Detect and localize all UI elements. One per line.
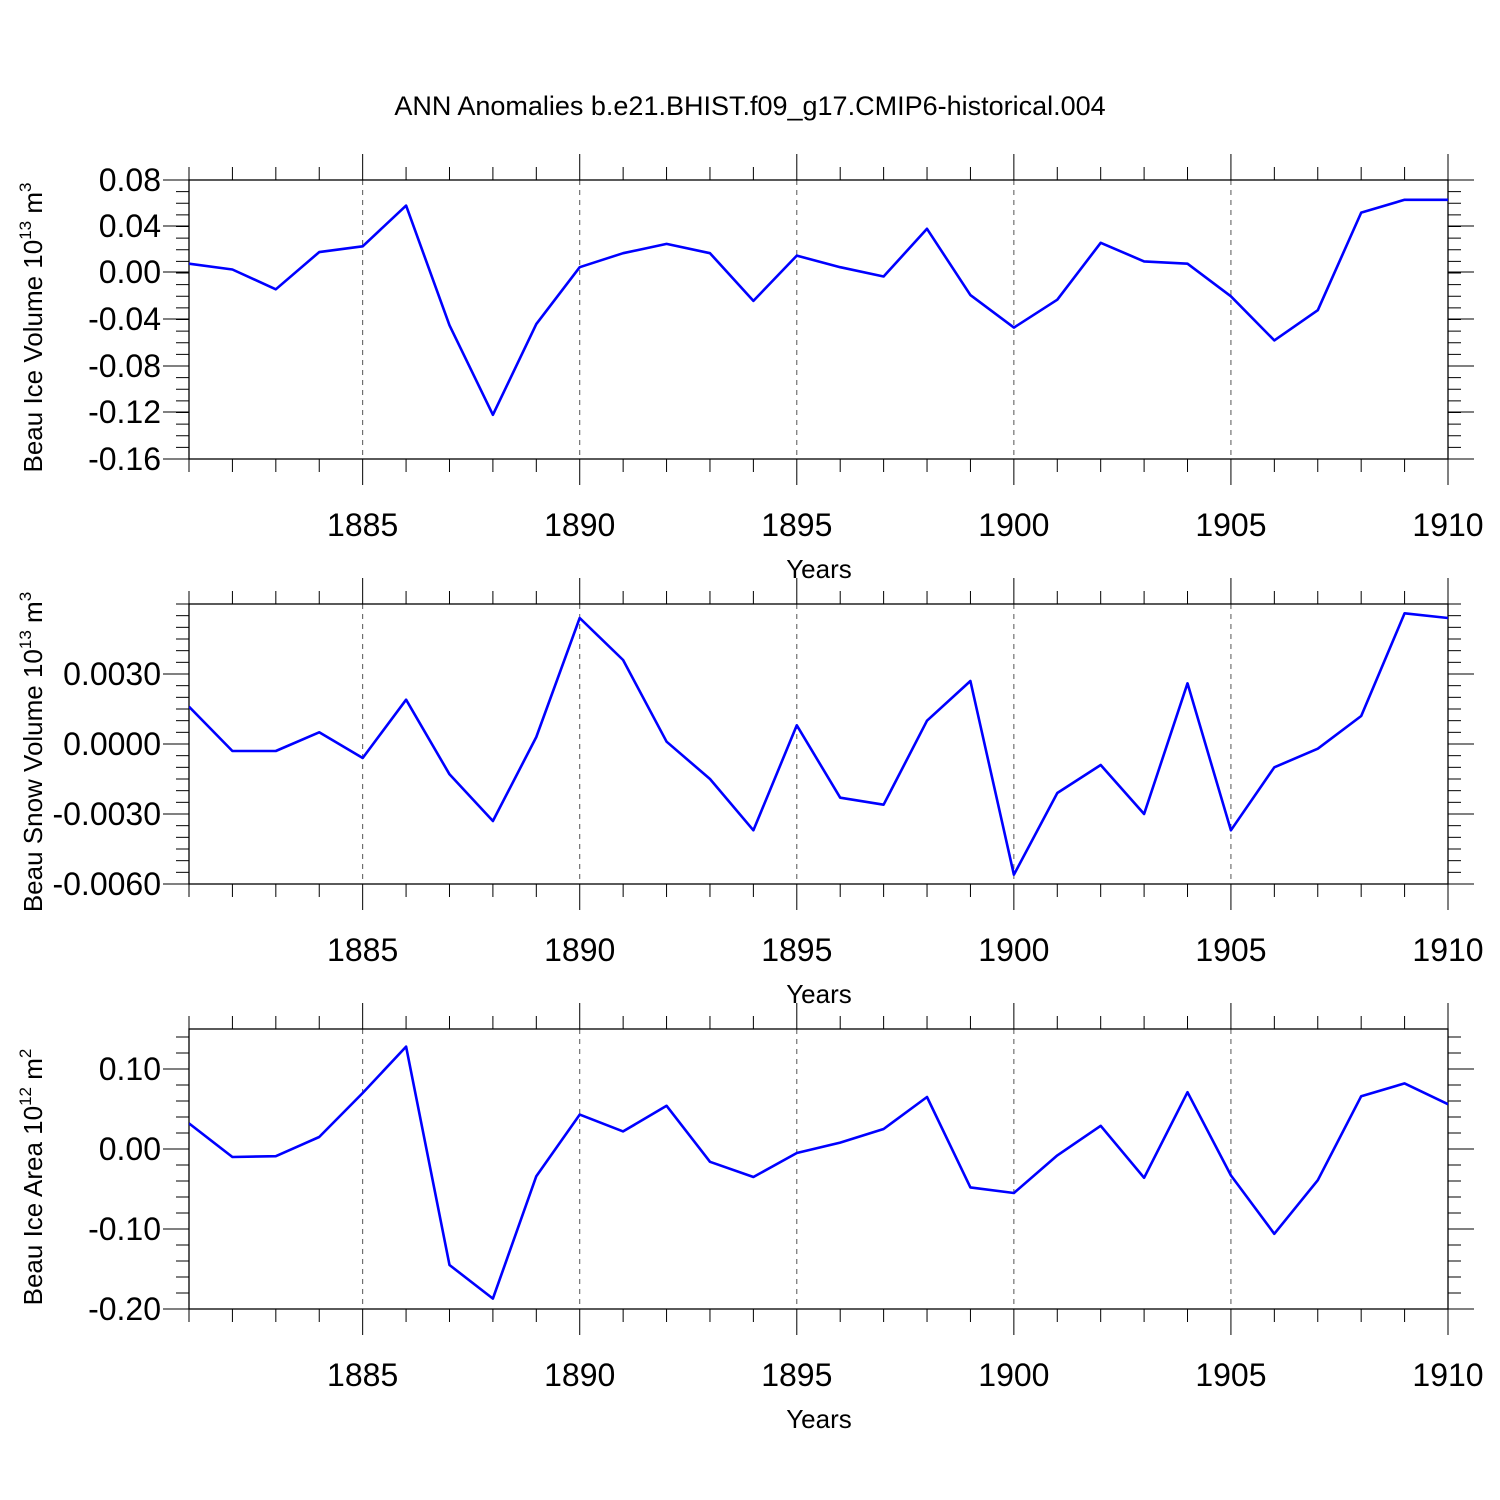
x-tick-label: 1895: [761, 1357, 832, 1393]
y-tick-label: -0.08: [88, 348, 161, 384]
x-tick-label: 1890: [544, 507, 615, 543]
y-axis-title-part: Beau Ice Area: [18, 1135, 48, 1306]
x-tick-label: 1885: [327, 1357, 398, 1393]
series-line: [189, 611, 1448, 877]
y-axis-title-part: m: [18, 1058, 48, 1087]
y-tick-label: -0.16: [88, 441, 161, 477]
y-tick-label: 0.08: [99, 162, 161, 198]
x-tick-label: 1905: [1195, 507, 1266, 543]
y-tick-label: 0.0000: [63, 726, 161, 762]
x-tick-label: 1885: [327, 932, 398, 968]
y-axis-title-part: 3: [16, 182, 35, 191]
y-tick-label: 0.0030: [63, 656, 161, 692]
y-axis-title-part: 13: [16, 630, 35, 649]
series-line: [189, 1045, 1448, 1300]
y-axis-title: Beau Ice Area 1012 m2: [16, 1049, 48, 1306]
y-axis-title-part: m: [18, 192, 48, 221]
y-axis-title-part: 10: [18, 649, 48, 678]
y-axis-title-part: 12: [16, 1087, 35, 1106]
y-tick-label: 0.10: [99, 1051, 161, 1087]
plot-frame: [188, 603, 1449, 885]
y-tick-label: -0.0060: [52, 866, 161, 902]
y-axis-title-part: Beau Snow Volume: [18, 678, 48, 912]
y-axis-title-part: m: [18, 601, 48, 630]
plot-frame: [188, 179, 1449, 460]
y-axis-title: Beau Snow Volume 1013 m3: [16, 592, 48, 912]
x-tick-label: 1890: [544, 1357, 615, 1393]
x-tick-label: 1900: [978, 932, 1049, 968]
y-tick-label: -0.12: [88, 394, 161, 430]
y-axis-title-part: 2: [16, 1049, 35, 1058]
y-tick-label: -0.0030: [52, 796, 161, 832]
y-tick-label: -0.20: [88, 1291, 161, 1327]
y-axis-title-part: Beau Ice Volume: [18, 269, 48, 473]
y-tick-label: 0.00: [99, 1131, 161, 1167]
x-tick-label: 1895: [761, 932, 832, 968]
x-tick-label: 1895: [761, 507, 832, 543]
plot-frame: [188, 1028, 1449, 1310]
y-axis-title: Beau Ice Volume 1013 m3: [16, 182, 48, 472]
x-tick-label: 1885: [327, 507, 398, 543]
x-tick-label: 1905: [1195, 932, 1266, 968]
x-tick-label: 1910: [1412, 507, 1483, 543]
y-tick-label: 0.00: [99, 254, 161, 290]
y-axis-title-part: 3: [16, 592, 35, 601]
x-axis-title: Years: [786, 1404, 852, 1434]
page-title: ANN Anomalies b.e21.BHIST.f09_g17.CMIP6-…: [394, 91, 1105, 121]
y-axis-title-part: 13: [16, 221, 35, 240]
y-axis-title-part: 10: [18, 240, 48, 269]
x-axis-title: Years: [786, 979, 852, 1009]
x-tick-label: 1910: [1412, 932, 1483, 968]
chart-panel-1: 0.08 0.04 0.00 -0.04 -0.08 -0.12 -0.16 1885 1890…: [16, 154, 1484, 584]
x-axis-title: Years: [786, 554, 852, 584]
x-tick-label: 1905: [1195, 1357, 1266, 1393]
x-tick-label: 1900: [978, 507, 1049, 543]
chart-panel-3: 0.10 0.00 -0.10 -0.20 1885 1890 1895 1900 1905 19…: [16, 1003, 1484, 1434]
chart-panel-2: 0.0030 0.0000 -0.0030 -0.0060 1885 1890 1895 19…: [16, 578, 1484, 1009]
y-tick-label: 0.04: [99, 208, 161, 244]
y-tick-label: -0.04: [88, 301, 161, 337]
y-tick-label: -0.10: [88, 1211, 161, 1247]
series-line: [189, 198, 1448, 417]
x-tick-label: 1910: [1412, 1357, 1483, 1393]
x-tick-label: 1890: [544, 932, 615, 968]
x-tick-label: 1900: [978, 1357, 1049, 1393]
y-axis-title-part: 10: [18, 1106, 48, 1135]
